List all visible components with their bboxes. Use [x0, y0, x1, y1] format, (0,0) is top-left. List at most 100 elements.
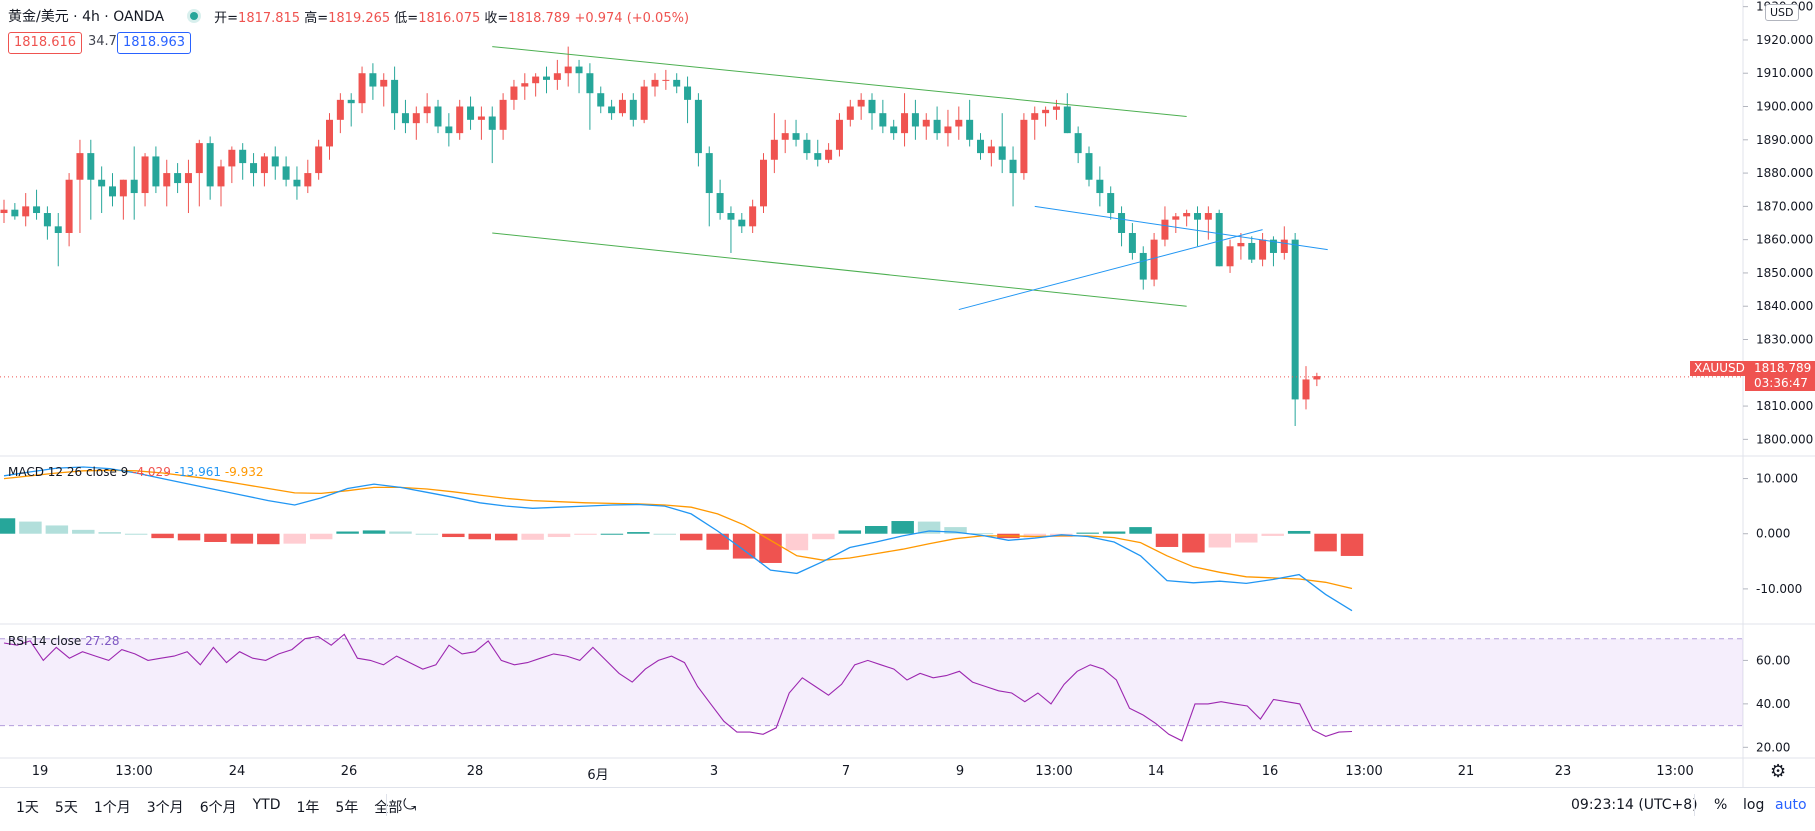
candle-body: [749, 206, 757, 227]
macd-histogram-bar: [336, 531, 359, 534]
macd-histogram-bar: [362, 530, 386, 534]
currency-label[interactable]: USD: [1765, 4, 1799, 21]
macd-tick-label: -10.000: [1756, 582, 1802, 596]
candle-body: [662, 79, 670, 81]
candle-body: [673, 79, 681, 87]
candle-body: [846, 106, 854, 120]
macd-histogram-bar: [494, 533, 518, 541]
candle-body: [684, 86, 692, 100]
sell-price-button[interactable]: 1818.616: [8, 32, 83, 54]
current-price: 1818.789: [1754, 361, 1812, 375]
bar-countdown: 03:36:47: [1754, 376, 1808, 390]
candle-body: [553, 73, 561, 80]
macd-histogram-bar: [177, 533, 201, 541]
symbol-tag: XAUUSD: [1690, 361, 1749, 376]
macd-histogram-bar: [1076, 532, 1099, 534]
candle-body: [803, 139, 811, 154]
candle-body: [33, 206, 41, 214]
time-axis-label: 16: [1261, 764, 1279, 779]
timezone-clock[interactable]: 09:23:14 (UTC+8): [1571, 797, 1698, 813]
macd-histogram-bar: [785, 533, 809, 551]
percent-toggle[interactable]: %: [1714, 797, 1728, 813]
candle-body: [944, 126, 952, 134]
macd-histogram-bar: [812, 533, 835, 540]
time-axis-label: 6月: [587, 768, 609, 783]
candle-body: [575, 66, 583, 74]
macd-histogram-bar: [865, 526, 888, 534]
candle-body: [326, 119, 333, 147]
candle-body: [1215, 213, 1223, 267]
range-button[interactable]: 1天: [16, 800, 39, 816]
macd-histogram-bar: [891, 521, 914, 534]
range-button[interactable]: YTD: [252, 797, 281, 813]
range-button[interactable]: 1年: [296, 800, 320, 816]
symbol-title[interactable]: 黄金/美元 · 4h · OANDA: [8, 9, 165, 25]
settings-gear-icon[interactable]: ⚙: [1770, 761, 1787, 782]
rsi-name: RSI 14 close: [8, 634, 82, 648]
candle-body: [987, 146, 995, 154]
candle-body: [488, 116, 496, 130]
candle-body: [206, 143, 214, 187]
candle-body: [282, 166, 290, 180]
range-button[interactable]: 5天: [54, 800, 78, 816]
time-axis-label: 14: [1147, 764, 1165, 779]
macd-histogram-bar: [574, 533, 597, 535]
macd-legend[interactable]: MACD 12 26 close 9 -4.029 -13.961 -9.932: [8, 465, 264, 479]
macd-histogram-bar: [257, 533, 280, 545]
macd-histogram-bar: [45, 525, 69, 534]
candle-body: [0, 209, 8, 214]
range-button[interactable]: 5年: [335, 800, 359, 816]
candle-body: [922, 119, 930, 127]
auto-toggle[interactable]: auto: [1775, 797, 1807, 813]
range-button[interactable]: 全部: [374, 800, 403, 816]
candle-body: [152, 156, 160, 187]
candle-body: [1031, 113, 1039, 120]
candle-body: [543, 76, 550, 80]
macd-tick-label: 10.000: [1756, 472, 1798, 486]
macd-histogram-bar: [970, 533, 994, 535]
buy-price-button[interactable]: 1818.963: [117, 32, 192, 54]
macd-histogram-bar: [1314, 533, 1337, 552]
candle-body: [1280, 239, 1288, 253]
time-axis-label: 21: [1457, 764, 1475, 779]
candle-body: [532, 76, 540, 84]
candle-body: [727, 213, 735, 220]
log-toggle[interactable]: log: [1743, 797, 1765, 813]
candle-body: [1313, 376, 1321, 380]
toolbar-divider: [386, 794, 387, 816]
range-button[interactable]: 6个月: [199, 800, 237, 816]
candle-body: [521, 83, 529, 87]
ohlc-readout: 开=1817.815 高=1819.265 低=1816.075 收=1818.…: [214, 7, 689, 26]
candle-body: [716, 193, 724, 214]
candle-body: [336, 99, 344, 120]
price-tick-label: 1890.000: [1756, 133, 1813, 147]
candle-body: [477, 116, 485, 120]
candle-body: [315, 146, 323, 174]
range-button[interactable]: 3个月: [146, 800, 184, 816]
spread-value: 34.7: [88, 34, 117, 49]
candle-body: [1161, 219, 1169, 240]
rsi-value: 27.28: [85, 634, 120, 648]
candle-body: [109, 186, 116, 197]
go-to-date-icon[interactable]: ⤿: [403, 795, 417, 814]
macd-hist-value: -4.029: [132, 465, 171, 479]
macd-line-value: -13.961: [174, 465, 221, 479]
candle-body: [1259, 239, 1267, 260]
low-label: 低=: [394, 10, 419, 26]
macd-histogram-bar: [521, 533, 544, 540]
rsi-legend[interactable]: RSI 14 close 27.28: [8, 634, 120, 648]
candle-body: [184, 173, 192, 184]
candle-body: [770, 139, 778, 160]
candle-body: [1107, 193, 1115, 214]
close-value: 1818.789: [508, 10, 571, 26]
range-button[interactable]: 1个月: [93, 800, 131, 816]
high-label: 高=: [304, 10, 329, 26]
price-tick-label: 1860.000: [1756, 233, 1813, 247]
market-status-icon: [190, 12, 199, 20]
candle-body: [76, 153, 84, 180]
macd-histogram-bar: [415, 533, 439, 535]
candle-body: [87, 153, 95, 180]
candle-body: [608, 106, 616, 114]
macd-histogram-bar: [1023, 533, 1047, 538]
